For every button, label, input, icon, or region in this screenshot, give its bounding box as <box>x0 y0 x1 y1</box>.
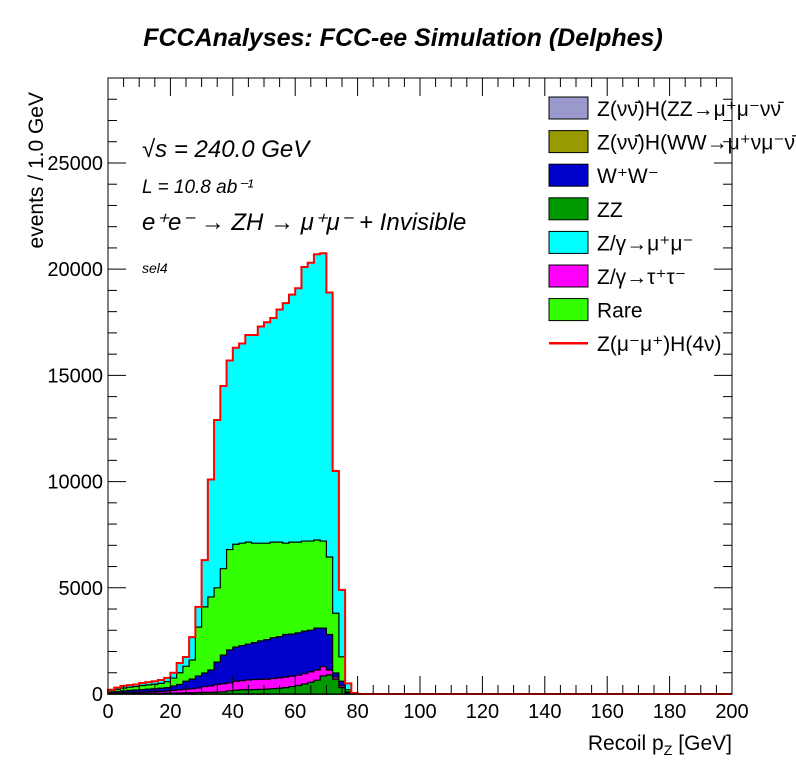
x-tick-label: 160 <box>591 701 624 723</box>
legend-label: Z/γ→μ⁺μ⁻ <box>597 232 694 255</box>
x-axis-label-unit: [GeV] <box>678 732 732 755</box>
annotation-sqrt-s: √s = 240.0 GeV <box>142 136 311 163</box>
x-tick-label: 20 <box>159 701 181 723</box>
y-axis-label: events / 1.0 GeV <box>25 92 48 248</box>
legend-label: Z(νν̄)H(WW→μ⁺νμ⁻ν̄ <box>597 132 796 155</box>
x-axis-label-main: Recoil p <box>588 732 664 755</box>
y-tick-label: 20000 <box>47 259 103 281</box>
y-tick-label: 15000 <box>47 365 103 387</box>
legend-entry: ZZ <box>548 197 623 222</box>
legend-entry: Z/γ→τ⁺τ⁻ <box>548 264 686 289</box>
x-tick-label: 180 <box>653 701 686 723</box>
y-tick-label: 10000 <box>47 472 103 494</box>
legend-label: Z(νν̄)H(ZZ→μ⁺μ⁻νν̄ <box>597 98 784 121</box>
legend-swatch <box>548 130 589 154</box>
x-axis-label: Recoil pZ [GeV] <box>588 732 732 758</box>
x-tick-label: 60 <box>284 701 306 723</box>
legend-entry: Z/γ→μ⁺μ⁻ <box>548 230 694 255</box>
legend-swatch <box>548 230 589 254</box>
annotation-selection: sel4 <box>142 260 168 276</box>
legend-label: Z(μ⁻μ⁺)H(4ν) <box>597 333 722 356</box>
y-tick-label: 25000 <box>47 153 103 175</box>
legend-entry: Z(μ⁻μ⁺)H(4ν) <box>549 333 722 356</box>
x-tick-label: 140 <box>528 701 561 723</box>
legend-label: W⁺W⁻ <box>597 165 659 188</box>
legend-swatch <box>548 163 589 187</box>
x-tick-label: 80 <box>346 701 368 723</box>
x-axis-label-sub: Z <box>664 742 673 758</box>
annotation-process: e⁺e⁻ → ZH → μ⁺μ⁻ + Invisible <box>142 209 466 236</box>
x-tick-label: 200 <box>715 701 748 723</box>
axes: 0 20 40 60 80 100 120 140 160 180 200 0 5000 10000 150… <box>47 77 749 723</box>
annotation-lumi: L = 10.8 ab⁻¹ <box>142 177 254 198</box>
legend-swatch <box>548 197 589 221</box>
legend-label: Rare <box>597 300 643 323</box>
x-tick-label: 120 <box>466 701 499 723</box>
legend-swatch <box>548 96 589 120</box>
x-tick-label: 40 <box>222 701 244 723</box>
legend-entry: Rare <box>548 298 643 323</box>
signal-line <box>107 252 732 695</box>
x-tick-label: 0 <box>102 701 113 723</box>
legend-entry: W⁺W⁻ <box>548 163 659 188</box>
legend-label: Z/γ→τ⁺τ⁻ <box>597 266 686 289</box>
legend-swatch <box>548 298 589 322</box>
legend-label: ZZ <box>597 199 623 222</box>
legend-entry: Z(νν̄)H(WW→μ⁺νμ⁻ν̄ <box>548 130 796 155</box>
y-tick-label: 5000 <box>59 578 104 600</box>
y-tick-label: 0 <box>92 684 103 706</box>
chart-title: FCCAnalyses: FCC-ee Simulation (Delphes) <box>143 24 663 52</box>
legend: Z(νν̄)H(ZZ→μ⁺μ⁻νν̄ Z(νν̄)H(WW→μ⁺νμ⁻ν̄ W⁺W⁻… <box>548 96 796 356</box>
legend-swatch <box>548 264 589 288</box>
legend-entry: Z(νν̄)H(ZZ→μ⁺μ⁻νν̄ <box>548 96 784 121</box>
x-tick-label: 100 <box>403 701 436 723</box>
